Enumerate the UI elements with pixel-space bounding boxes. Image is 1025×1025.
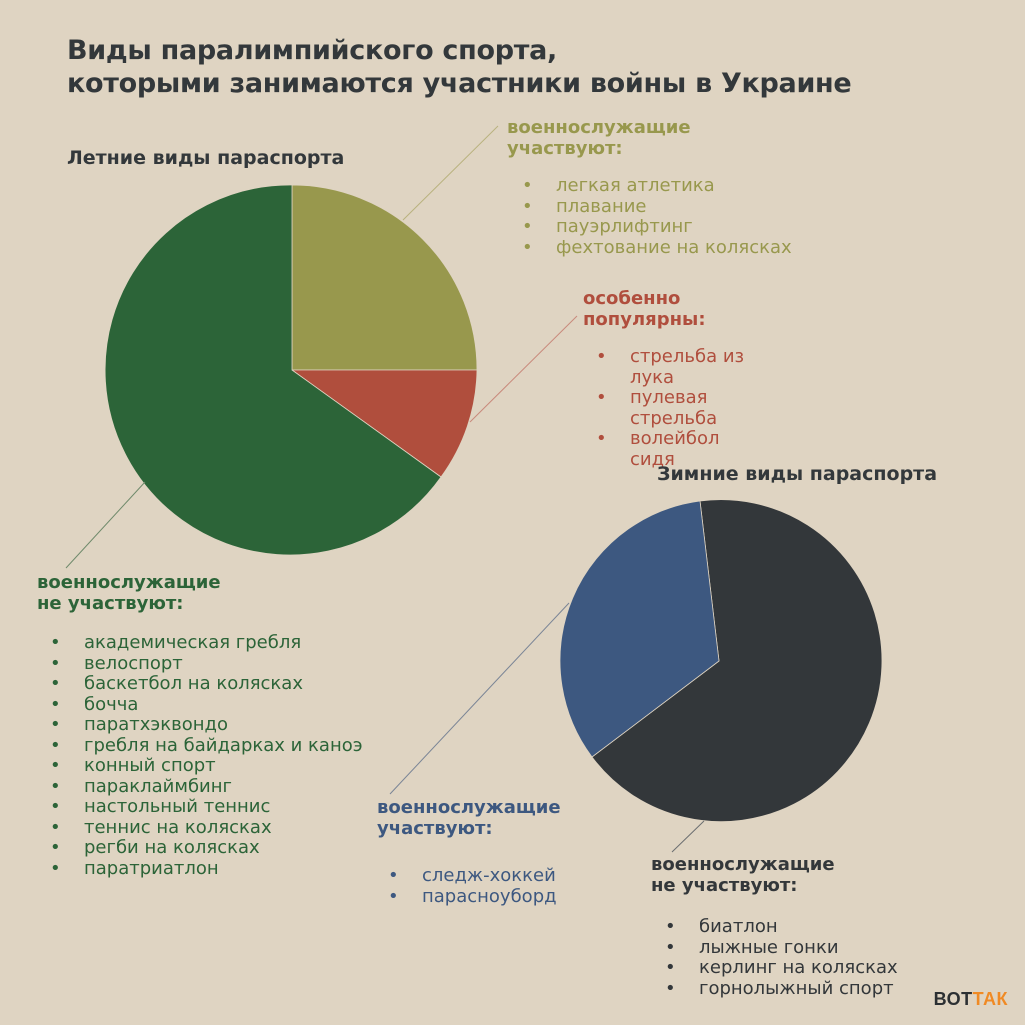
list-item: настольный теннис — [50, 796, 363, 818]
winter-participate-list: следж-хоккей парасноуборд — [388, 865, 561, 908]
list-item: парасноуборд — [388, 886, 561, 908]
list-item: академическая гребля — [50, 632, 363, 654]
list-item: волейбол сидя — [596, 428, 766, 470]
logo-part-1: ВОТ — [933, 989, 973, 1009]
list-item: лыжные гонки — [665, 937, 898, 959]
list-item: гребля на байдарках и каноэ — [50, 735, 363, 757]
list-item: фехтование на колясках — [522, 237, 792, 259]
slice-winter-participate — [559, 500, 720, 758]
winter-not-participate-heading: военнослужащие не участвуют: — [651, 854, 835, 896]
list-item: конный спорт — [50, 755, 363, 777]
logo-part-2: ТАК — [972, 989, 1008, 1009]
slice-winter-not-participate — [591, 499, 883, 823]
summer-pie — [104, 184, 478, 556]
slice-summer-participate — [291, 184, 478, 371]
list-item: горнолыжный спорт — [665, 978, 898, 1000]
leader-summer-participate — [402, 125, 499, 221]
leader-winter-not-participate — [671, 820, 705, 853]
summer-not-participate-block: военнослужащие не участвуют: академическ… — [37, 572, 363, 879]
summer-popular-heading: особенно популярны: — [583, 288, 706, 330]
summer-participate-block: военнослужащие участвуют: легкая атлетик… — [507, 117, 792, 258]
title-line-2: которыми занимаются участники войны в Ук… — [67, 68, 852, 99]
summer-not-participate-list: академическая гребля велоспорт баскетбол… — [50, 632, 363, 880]
leader-summer-not-participate — [65, 481, 146, 569]
list-item: бочча — [50, 694, 363, 716]
votak-logo: ВОТТАК — [934, 989, 1008, 1010]
list-item: теннис на колясках — [50, 817, 363, 839]
summer-not-participate-heading: военнослужащие не участвуют: — [37, 572, 221, 614]
slice-summer-popular — [290, 369, 478, 478]
list-item: плавание — [522, 196, 792, 218]
list-item: регби на колясках — [50, 837, 363, 859]
winter-participate-block: военнослужащие участвуют: следж-хоккей п… — [377, 797, 561, 907]
list-item: керлинг на колясках — [665, 957, 898, 979]
list-item: баскетбол на колясках — [50, 673, 363, 695]
summer-popular-list: стрельба из лука пулевая стрельба волейб… — [596, 346, 766, 470]
list-item: паратриатлон — [50, 858, 363, 880]
winter-not-participate-block: военнослужащие не участвуют: биатлон лыж… — [651, 854, 898, 999]
list-item: следж-хоккей — [388, 865, 561, 887]
page-title: Виды паралимпийского спорта, которыми за… — [67, 34, 852, 100]
list-item: пауэрлифтинг — [522, 216, 792, 238]
winter-participate-heading: военнослужащие участвуют: — [377, 797, 561, 839]
list-item: параклаймбинг — [50, 776, 363, 798]
summer-participate-list: легкая атлетика плавание пауэрлифтинг фе… — [522, 175, 792, 259]
winter-pie — [559, 499, 883, 823]
title-line-1: Виды паралимпийского спорта, — [67, 35, 557, 66]
summer-popular-block: особенно популярны: стрельба из лука пул… — [583, 288, 766, 470]
list-item: пулевая стрельба — [596, 387, 730, 429]
leader-summer-popular — [469, 315, 578, 423]
list-item: велоспорт — [50, 653, 363, 675]
winter-heading: Зимние виды параспорта — [657, 463, 938, 485]
winter-not-participate-list: биатлон лыжные гонки керлинг на колясках… — [665, 916, 898, 1000]
list-item: паратхэквондо — [50, 714, 363, 736]
slice-summer-not-participate — [104, 184, 442, 556]
summer-heading: Летние виды параспорта — [67, 147, 345, 169]
list-item: легкая атлетика — [522, 175, 792, 197]
list-item: стрельба из лука — [596, 346, 766, 388]
list-item: биатлон — [665, 916, 898, 938]
summer-participate-heading: военнослужащие участвуют: — [507, 117, 691, 159]
leader-winter-participate — [389, 602, 570, 795]
